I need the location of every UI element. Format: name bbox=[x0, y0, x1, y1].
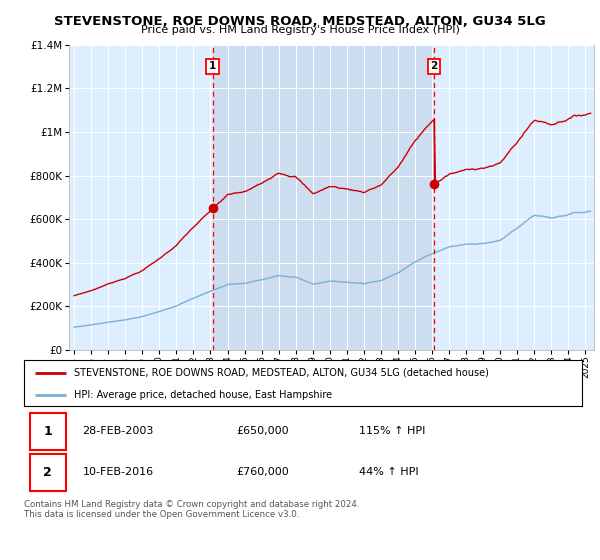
Text: £650,000: £650,000 bbox=[236, 426, 289, 436]
Text: STEVENSTONE, ROE DOWNS ROAD, MEDSTEAD, ALTON, GU34 5LG (detached house): STEVENSTONE, ROE DOWNS ROAD, MEDSTEAD, A… bbox=[74, 368, 489, 378]
Text: HPI: Average price, detached house, East Hampshire: HPI: Average price, detached house, East… bbox=[74, 390, 332, 399]
Text: STEVENSTONE, ROE DOWNS ROAD, MEDSTEAD, ALTON, GU34 5LG: STEVENSTONE, ROE DOWNS ROAD, MEDSTEAD, A… bbox=[54, 15, 546, 27]
FancyBboxPatch shape bbox=[29, 413, 66, 450]
Text: 2: 2 bbox=[43, 466, 52, 479]
Text: 10-FEB-2016: 10-FEB-2016 bbox=[83, 467, 154, 477]
Text: 1: 1 bbox=[209, 61, 216, 71]
Text: 2: 2 bbox=[430, 61, 438, 71]
Text: Price paid vs. HM Land Registry's House Price Index (HPI): Price paid vs. HM Land Registry's House … bbox=[140, 25, 460, 35]
Bar bbox=[212, 45, 434, 350]
Text: 115% ↑ HPI: 115% ↑ HPI bbox=[359, 426, 425, 436]
Text: 44% ↑ HPI: 44% ↑ HPI bbox=[359, 467, 418, 477]
Text: £760,000: £760,000 bbox=[236, 467, 289, 477]
Text: 28-FEB-2003: 28-FEB-2003 bbox=[83, 426, 154, 436]
FancyBboxPatch shape bbox=[29, 454, 66, 491]
Text: 1: 1 bbox=[43, 425, 52, 438]
Text: Contains HM Land Registry data © Crown copyright and database right 2024.
This d: Contains HM Land Registry data © Crown c… bbox=[24, 500, 359, 519]
